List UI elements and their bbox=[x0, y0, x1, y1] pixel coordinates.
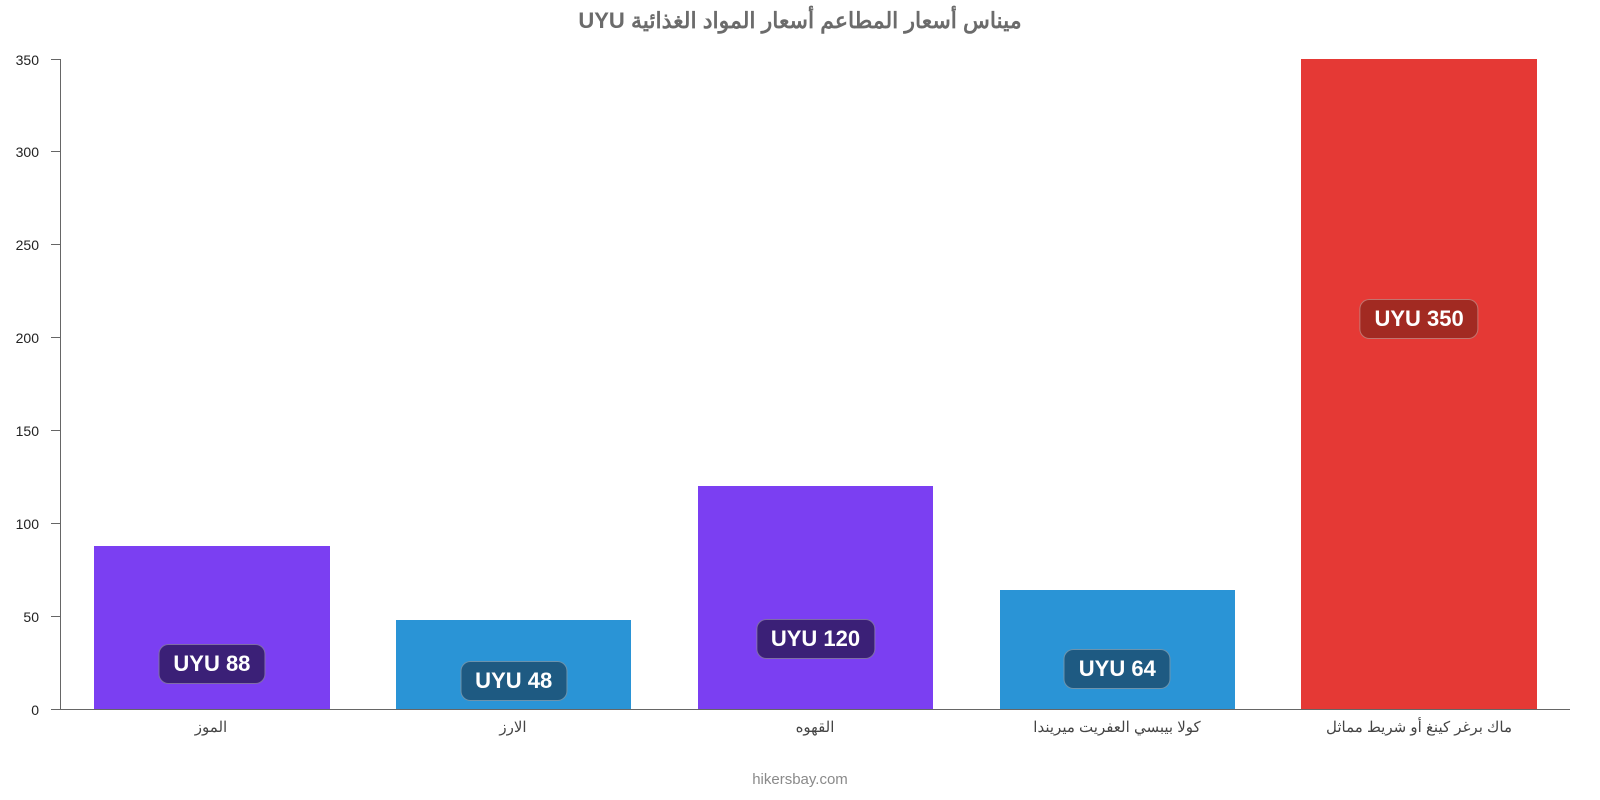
y-tick-label: 150 bbox=[16, 423, 51, 439]
value-badge: UYU 120 bbox=[756, 619, 875, 659]
value-badge: UYU 350 bbox=[1359, 299, 1478, 339]
value-badge: UYU 48 bbox=[460, 661, 567, 701]
y-tick: 200 bbox=[51, 337, 61, 338]
y-tick: 350 bbox=[51, 59, 61, 60]
bar: UYU 48 bbox=[396, 620, 631, 709]
bar-slot: UYU 120 bbox=[665, 60, 967, 709]
y-tick-label: 300 bbox=[16, 144, 51, 160]
watermark-text: hikersbay.com bbox=[0, 771, 1600, 788]
x-axis-label: ماك برغر كينغ أو شريط مماثل bbox=[1268, 712, 1570, 736]
bar-slot: UYU 88 bbox=[61, 60, 363, 709]
plot-area: UYU 350UYU 64UYU 120UYU 48UYU 88 0501001… bbox=[60, 60, 1570, 710]
y-tick: 0 bbox=[51, 709, 61, 710]
x-axis-label: كولا بيبسي العفريت ميريندا bbox=[966, 712, 1268, 736]
x-axis-labels: ماك برغر كينغ أو شريط مماثلكولا بيبسي ال… bbox=[60, 712, 1570, 736]
bar-slot: UYU 350 bbox=[1268, 60, 1570, 709]
chart-title: ميناس أسعار المطاعم أسعار المواد الغذائي… bbox=[0, 8, 1600, 34]
y-tick: 150 bbox=[51, 430, 61, 431]
bar: UYU 120 bbox=[698, 486, 933, 709]
value-badge: UYU 64 bbox=[1064, 649, 1171, 689]
y-tick-label: 250 bbox=[16, 237, 51, 253]
y-tick-label: 100 bbox=[16, 516, 51, 532]
bar-slot: UYU 64 bbox=[966, 60, 1268, 709]
y-tick-label: 350 bbox=[16, 52, 51, 68]
y-tick: 100 bbox=[51, 523, 61, 524]
y-tick: 250 bbox=[51, 244, 61, 245]
y-tick: 50 bbox=[51, 616, 61, 617]
y-tick-label: 200 bbox=[16, 330, 51, 346]
bar: UYU 64 bbox=[1000, 590, 1235, 709]
chart-container: ميناس أسعار المطاعم أسعار المواد الغذائي… bbox=[0, 0, 1600, 800]
y-tick: 300 bbox=[51, 151, 61, 152]
x-axis-label: الارز bbox=[362, 712, 664, 736]
y-tick-label: 50 bbox=[23, 609, 51, 625]
bars-group: UYU 350 UYU 64 UYU 120 UYU 48 UYU 88 bbox=[61, 60, 1570, 709]
x-axis-label: القهوه bbox=[664, 712, 966, 736]
bar-slot: UYU 48 bbox=[363, 60, 665, 709]
y-tick-label: 0 bbox=[31, 702, 51, 718]
x-axis-label: الموز bbox=[60, 712, 362, 736]
bar: UYU 350 bbox=[1301, 59, 1536, 709]
value-badge: UYU 88 bbox=[158, 644, 265, 684]
bar: UYU 88 bbox=[94, 546, 329, 709]
